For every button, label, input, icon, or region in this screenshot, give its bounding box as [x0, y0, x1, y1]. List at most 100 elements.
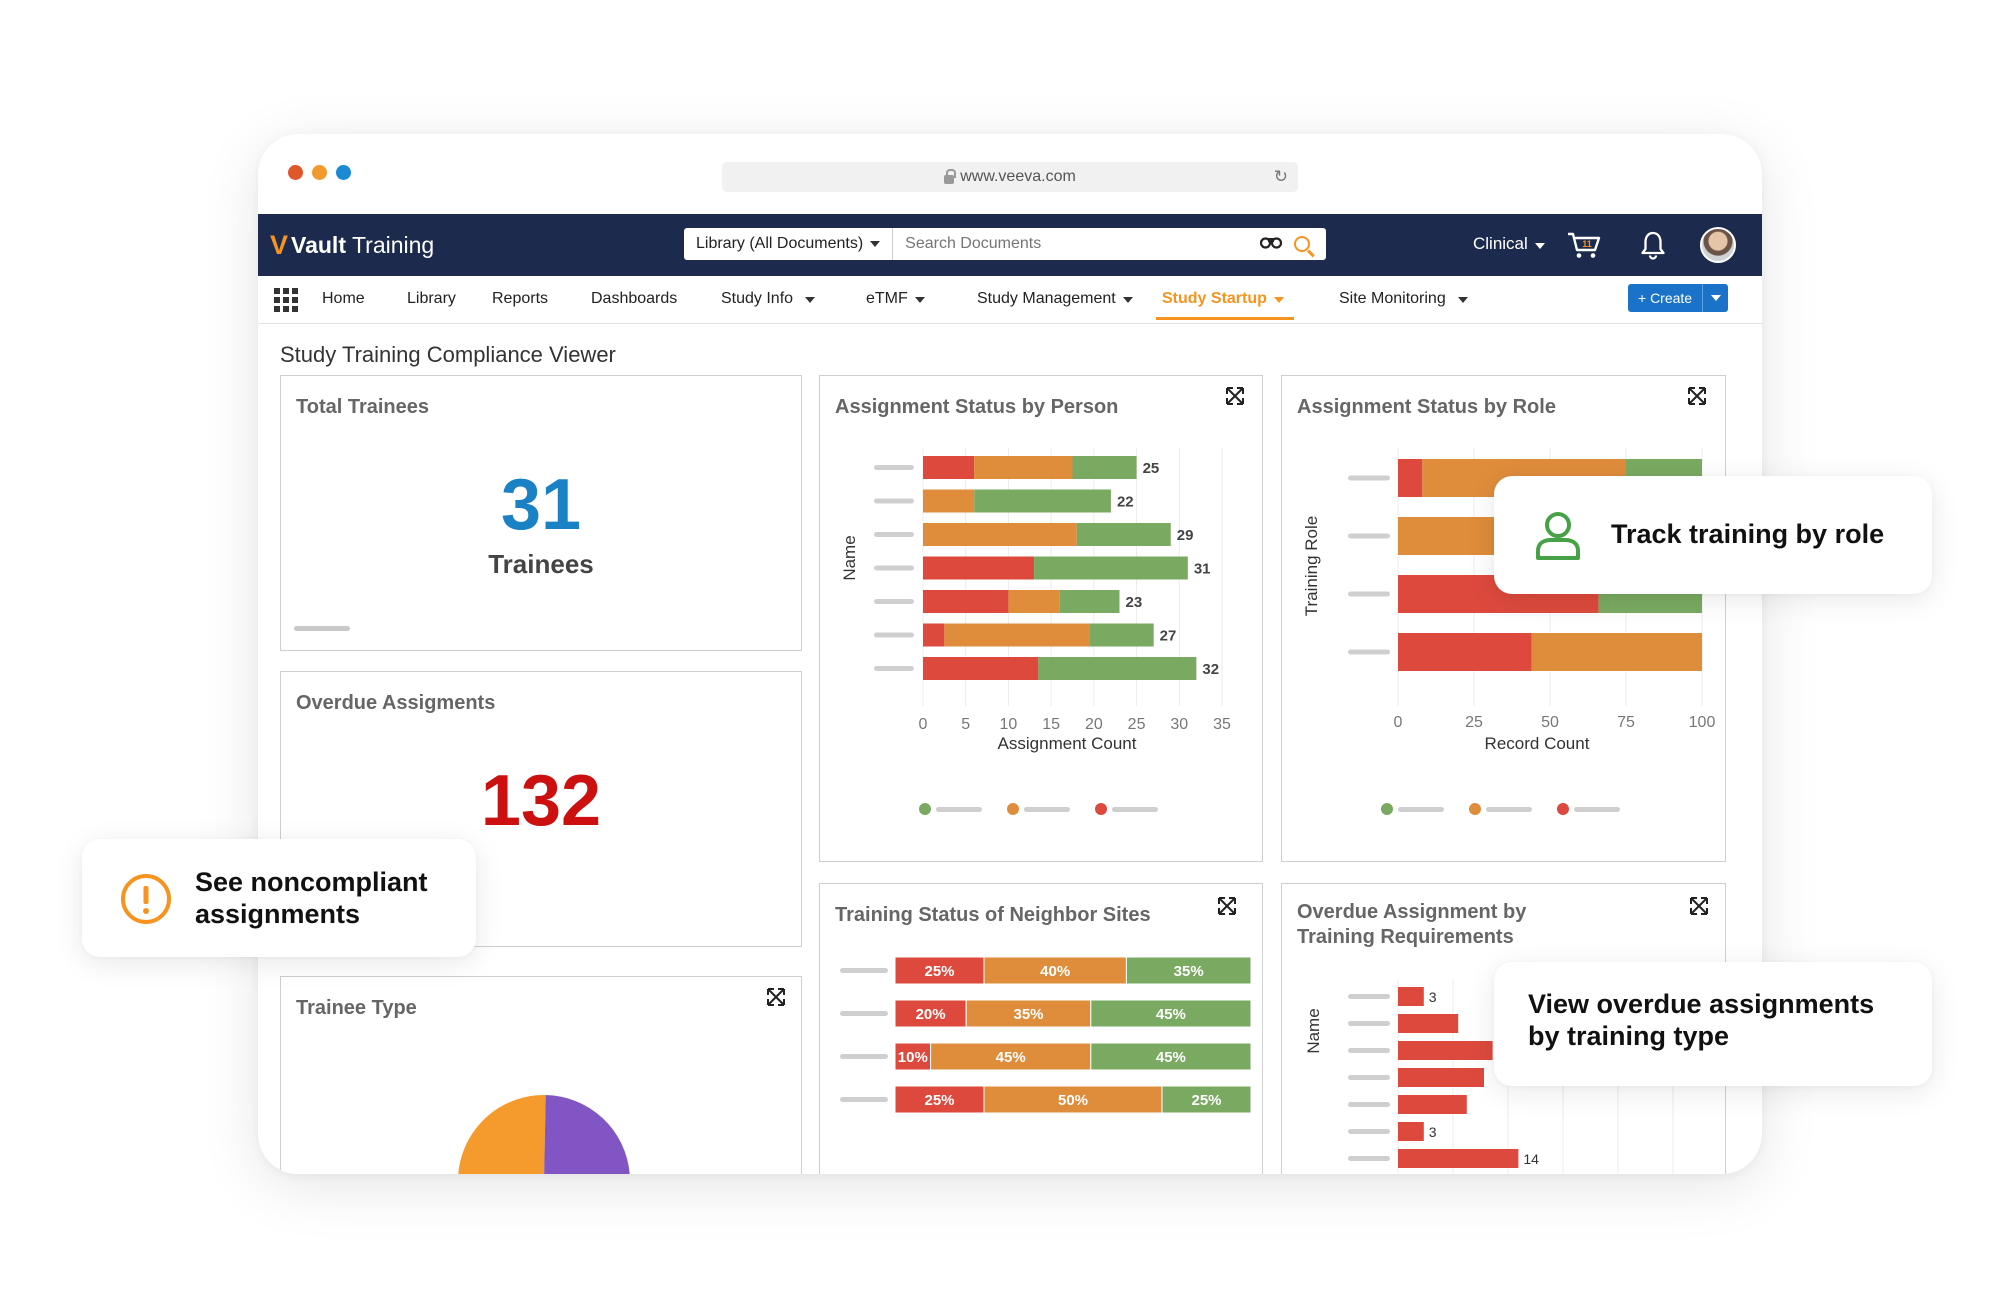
- legend-dot: [1007, 803, 1019, 815]
- bar-value-label: 3: [1429, 989, 1437, 1005]
- segment-percent-label: 45%: [1156, 1006, 1186, 1023]
- x-tick-label: 50: [1541, 714, 1559, 731]
- workspace-dropdown[interactable]: Clinical: [1473, 234, 1545, 254]
- segment-percent-label: 50%: [1058, 1092, 1088, 1109]
- bar-segment: [923, 456, 975, 479]
- y-tick-placeholder: [840, 1097, 888, 1102]
- nav-site-monitoring[interactable]: Site Monitoring: [1339, 290, 1468, 308]
- legend-dot: [1095, 803, 1107, 815]
- cart-icon[interactable]: 11: [1566, 230, 1602, 260]
- nav-study-management[interactable]: Study Management: [977, 290, 1133, 308]
- chevron-down-icon: [1710, 295, 1721, 301]
- bar-total-label: 29: [1177, 527, 1194, 544]
- bar-segment: [1531, 633, 1702, 671]
- vault-logo[interactable]: V Vault Training: [270, 230, 434, 261]
- panel-title-line1: Overdue Assignment by: [1297, 901, 1527, 923]
- bell-icon[interactable]: [1640, 230, 1666, 260]
- bar: [1398, 1149, 1519, 1168]
- bar-segment: [1072, 456, 1137, 479]
- neighbor-chart: 25% 40% 35% 20% 35% 45% 10% 45% 45% 25% 50% 25%: [840, 956, 1252, 1114]
- bar-segment: [894, 1085, 985, 1114]
- logo-training-text: Training: [351, 232, 435, 258]
- bar-segment: [983, 956, 1127, 985]
- search-input[interactable]: [893, 235, 1260, 253]
- callout-noncompliant-text: See noncompliant assignments: [195, 866, 428, 930]
- x-tick-label: 10: [1000, 716, 1018, 733]
- callout-track-by-role: Track training by role: [1494, 476, 1932, 594]
- bar-segment: [923, 657, 1039, 680]
- expand-icon[interactable]: [1689, 896, 1709, 916]
- nav-dashboards[interactable]: Dashboards: [591, 290, 678, 307]
- chevron-down-icon: [914, 297, 925, 303]
- zoom-dot[interactable]: [336, 165, 351, 180]
- minimize-dot[interactable]: [312, 165, 327, 180]
- callout-noncompliant-line1: See noncompliant: [195, 867, 428, 897]
- x-tick-label: 30: [1170, 716, 1188, 733]
- callout-role-text: Track training by role: [1611, 519, 1885, 549]
- expand-icon[interactable]: [1225, 386, 1245, 406]
- close-dot[interactable]: [288, 165, 303, 180]
- binoculars-icon[interactable]: [1259, 234, 1283, 254]
- y-axis-label: Training Role: [1302, 516, 1321, 616]
- nav-study-info[interactable]: Study Info: [721, 290, 816, 308]
- address-bar[interactable]: www.veeva.com ↻: [722, 162, 1298, 192]
- segment-percent-label: 35%: [1013, 1006, 1043, 1023]
- bar: [1398, 1014, 1459, 1033]
- expand-icon[interactable]: [1687, 386, 1707, 406]
- search-scope-dropdown[interactable]: Library (All Documents): [684, 228, 894, 260]
- y-tick-placeholder: [874, 666, 914, 671]
- nav-library[interactable]: Library: [407, 290, 456, 307]
- x-tick-label: 35: [1213, 716, 1231, 733]
- nav-home[interactable]: Home: [322, 290, 365, 307]
- nav-study-startup-label: Study Startup: [1162, 290, 1267, 307]
- create-button[interactable]: + Create: [1628, 284, 1703, 312]
- bar-total-label: 27: [1160, 628, 1177, 645]
- create-dropdown-button[interactable]: [1702, 284, 1729, 312]
- nav-etmf[interactable]: eTMF: [866, 290, 925, 308]
- bar-segment: [1161, 1085, 1252, 1114]
- y-tick-placeholder: [874, 498, 914, 504]
- bar-segment: [1398, 459, 1423, 497]
- panel-title: Assignment Status by Person: [835, 396, 1119, 418]
- bar-total-label: 23: [1125, 594, 1142, 611]
- user-avatar[interactable]: [1700, 227, 1736, 263]
- reload-icon[interactable]: ↻: [1273, 167, 1288, 186]
- callout-noncompliant-line2: assignments: [195, 899, 361, 929]
- segment-percent-label: 25%: [924, 963, 954, 980]
- nav-site-monitoring-label: Site Monitoring: [1339, 290, 1446, 307]
- bar-value-label: 14: [1523, 1151, 1539, 1167]
- legend-dot: [1557, 803, 1569, 815]
- x-tick-label: 0: [1394, 714, 1403, 731]
- legend-label-placeholder: [1574, 807, 1620, 812]
- bar-segment: [923, 489, 975, 513]
- chevron-down-icon: [1273, 297, 1284, 303]
- warning-icon: [121, 874, 171, 924]
- app-grid-icon[interactable]: [274, 288, 298, 312]
- main-nav: Home Library Reports Dashboards Study In…: [258, 276, 1762, 324]
- bar-segment: [974, 489, 1111, 513]
- expand-icon[interactable]: [1217, 896, 1237, 916]
- legend-label-placeholder: [1486, 807, 1532, 812]
- search-icon[interactable]: [1294, 236, 1310, 252]
- nav-study-info-label: Study Info: [721, 290, 794, 307]
- role-chart: Training Role Record Count 0 25 50 75 100: [1302, 448, 1715, 815]
- bar-segment: [1398, 633, 1532, 671]
- bar-segment: [983, 1085, 1163, 1114]
- nav-study-startup[interactable]: Study Startup: [1156, 290, 1294, 320]
- expand-icon[interactable]: [766, 987, 786, 1007]
- lock-icon: [944, 168, 957, 184]
- panel-title: Training Status of Neighbor Sites: [835, 904, 1151, 926]
- segment-percent-label: 45%: [1156, 1049, 1186, 1066]
- x-axis-label: Record Count: [1485, 734, 1590, 753]
- y-tick-placeholder: [1348, 591, 1390, 597]
- chevron-down-icon: [870, 241, 881, 247]
- trainee-type-pie: [458, 1095, 630, 1174]
- legend-label-placeholder: [1112, 807, 1158, 812]
- legend-label-placeholder: [1398, 807, 1444, 812]
- bar-total-label: 25: [1143, 460, 1160, 477]
- nav-reports[interactable]: Reports: [492, 290, 549, 307]
- user-icon: [1536, 512, 1580, 560]
- x-tick-label: 25: [1128, 716, 1146, 733]
- y-tick-placeholder: [840, 1054, 888, 1059]
